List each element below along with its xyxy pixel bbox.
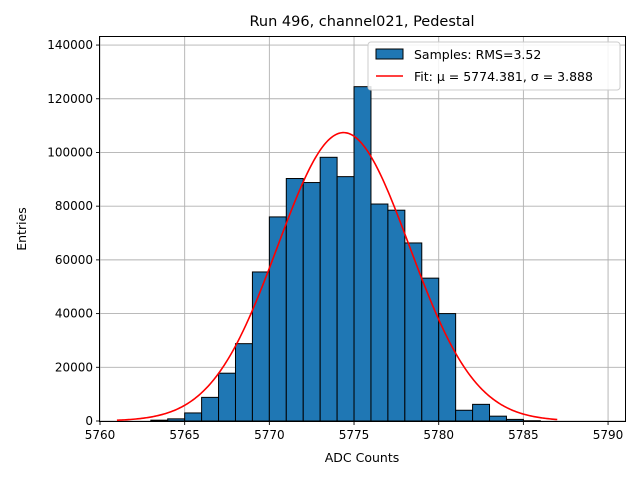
y-axis-ticks: 0 20000 40000 60000 80000 100000 120000 140000 — [47, 38, 100, 428]
x-tick-label: 5790 — [593, 428, 624, 442]
fit-curve — [116, 131, 558, 422]
histogram-bar — [201, 396, 220, 422]
legend-fit-label: Fit: μ = 5774.381, σ = 3.888 — [414, 69, 593, 84]
gaussian-fit — [116, 131, 558, 422]
x-tick-label: 5760 — [85, 428, 116, 442]
y-tick-label: 40000 — [55, 307, 93, 321]
histogram-bar — [184, 412, 203, 422]
histogram-bar — [489, 415, 507, 422]
y-tick-label: 100000 — [47, 145, 93, 159]
histogram-bar — [150, 419, 169, 422]
histogram-bar — [505, 418, 524, 422]
histogram-bar — [218, 372, 236, 422]
histogram-bar — [319, 156, 338, 422]
x-tick-label: 5775 — [339, 428, 370, 442]
histogram-bar — [472, 403, 491, 422]
y-tick-label: 20000 — [55, 360, 93, 374]
x-axis-ticks: 5760 5765 5770 5775 5780 5785 5790 — [85, 421, 624, 442]
y-axis-label: Entries — [14, 207, 29, 251]
x-tick-label: 5780 — [423, 428, 454, 442]
y-tick-label: 60000 — [55, 253, 93, 267]
histogram-bar — [387, 209, 406, 422]
y-tick-label: 80000 — [55, 199, 93, 213]
histogram-bars — [150, 86, 541, 422]
histogram-bar — [251, 271, 270, 422]
y-tick-label: 140000 — [47, 38, 93, 52]
histogram-bar — [336, 176, 355, 422]
histogram-bar — [455, 409, 474, 422]
histogram-bar — [234, 343, 253, 422]
legend: Samples: RMS=3.52 Fit: μ = 5774.381, σ =… — [367, 41, 621, 91]
histogram-bar — [302, 182, 321, 422]
legend-histogram-swatch — [375, 48, 404, 60]
histogram-bar — [370, 203, 389, 422]
legend-histogram-label: Samples: RMS=3.52 — [414, 47, 541, 62]
legend-box — [367, 41, 621, 91]
histogram-bar — [353, 86, 372, 422]
y-tick-label: 0 — [85, 414, 93, 428]
histogram-bar — [438, 313, 457, 422]
x-tick-label: 5785 — [508, 428, 539, 442]
x-axis-label: ADC Counts — [325, 450, 400, 465]
y-tick-label: 120000 — [47, 92, 93, 106]
histogram-bar — [167, 418, 186, 422]
histogram-bar — [404, 242, 423, 422]
x-tick-label: 5765 — [169, 428, 200, 442]
chart-title: Run 496, channel021, Pedestal — [249, 14, 474, 30]
x-tick-label: 5770 — [254, 428, 285, 442]
plot-frame — [99, 36, 626, 422]
